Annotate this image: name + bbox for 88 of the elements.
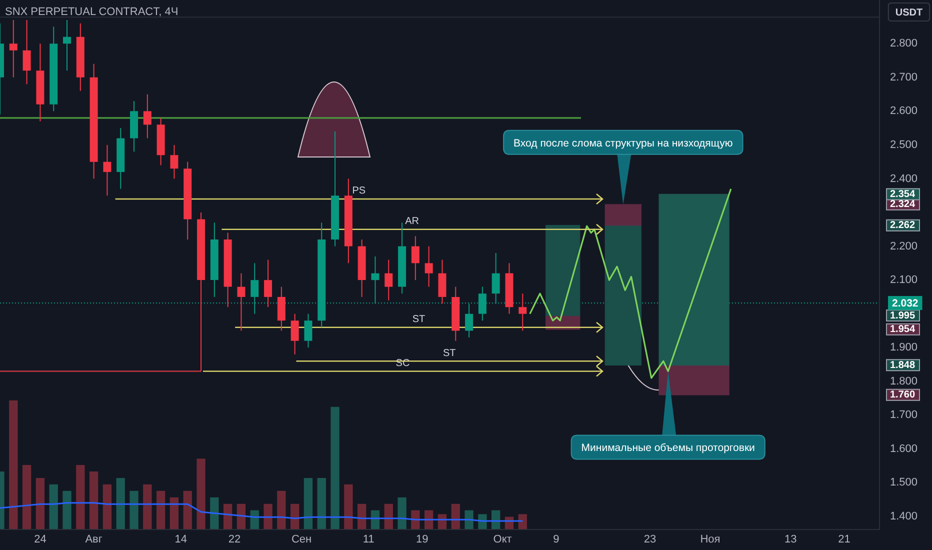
bar: [49, 484, 58, 530]
series-label: ST: [412, 314, 426, 326]
bar: [398, 497, 406, 530]
candlestick: [411, 236, 420, 281]
y-tick-label: 2.400: [890, 172, 918, 185]
bar: [143, 484, 152, 530]
bar: [210, 497, 219, 530]
bar: [604, 204, 642, 226]
series-label: AR: [405, 216, 420, 228]
y-tick-label: 2.324: [890, 199, 916, 210]
y-tick-label: 1.700: [890, 409, 918, 422]
bar: [130, 490, 138, 530]
candlestick: [264, 259, 272, 308]
bar: [330, 406, 340, 530]
x-tick-label: 23: [644, 534, 656, 546]
y-tick-label: 1.848: [890, 360, 916, 371]
bar: [604, 225, 642, 366]
x-tick-label: 22: [228, 534, 241, 546]
y-tick-label: 2.700: [890, 71, 918, 84]
bar: [196, 458, 206, 530]
y-tick-label: 2.262: [890, 220, 916, 232]
bar: [317, 478, 326, 530]
y-tick-label: 2.600: [890, 105, 918, 118]
series-label: PS: [352, 186, 366, 197]
series-label: ST: [442, 348, 456, 359]
y-axis-title: USDT: [895, 7, 923, 18]
candlestick: [103, 144, 112, 196]
candlestick: [438, 259, 446, 304]
x-tick-label: 9: [553, 534, 560, 546]
y-tick-label: 1.600: [890, 442, 918, 455]
bar: [156, 490, 166, 530]
bar: [89, 472, 98, 530]
candlestick: [424, 246, 433, 288]
x-tick-label: 24: [34, 534, 46, 546]
bar: [658, 194, 730, 366]
x-tick-label: 19: [416, 534, 428, 546]
candlestick: [170, 144, 178, 180]
y-tick-label: 1.760: [890, 390, 916, 401]
x-tick-label: Сен: [291, 534, 312, 546]
bar: [546, 225, 580, 316]
bar: [277, 490, 286, 530]
y-tick-label: 1.995: [890, 310, 916, 322]
bar: [9, 400, 18, 530]
candlestick: [518, 293, 527, 332]
bar: [102, 484, 112, 530]
chart-title: SNX PERPETUAL CONTRACT, 4Ч: [5, 6, 178, 18]
y-tick-label: 1.800: [890, 375, 918, 388]
ref-line-label: 2.032: [892, 297, 918, 310]
x-tick-label: 14: [174, 534, 188, 546]
candlestick: [304, 313, 312, 348]
annotation: Вход после слома структуры на низходящую: [514, 137, 733, 150]
candlestick: [143, 94, 152, 139]
y-tick-label: 1.900: [890, 342, 918, 354]
bar: [183, 490, 192, 530]
y-tick-label: 1.500: [890, 476, 918, 489]
candlestick: [384, 259, 393, 301]
series-label: SC: [396, 358, 410, 369]
x-tick-label: 21: [838, 534, 850, 546]
bar: [116, 478, 125, 530]
candlestick: [290, 313, 299, 355]
bar: [264, 504, 272, 530]
annotation: Минимальные объемы проторговки: [581, 442, 756, 454]
candlestick: [9, 19, 18, 78]
bar: [344, 484, 353, 530]
y-tick-label: 2.100: [890, 274, 918, 286]
y-tick-label: 2.354: [890, 189, 916, 200]
y-tick-label: 2.800: [890, 38, 918, 50]
y-tick-label: 2.500: [890, 138, 918, 151]
bar: [411, 510, 420, 530]
bar: [76, 465, 85, 530]
y-tick-label: 2.200: [890, 240, 918, 252]
x-tick-label: Окт: [493, 534, 512, 546]
y-tick-label: 1.954: [890, 324, 916, 336]
bar: [304, 478, 313, 530]
bar: [170, 497, 179, 530]
candlestick: [237, 272, 246, 332]
bar: [464, 510, 474, 530]
bar: [62, 490, 72, 530]
bar: [22, 465, 32, 530]
candlestick: [22, 19, 31, 85]
candlestick: [277, 286, 286, 332]
x-tick-label: Авг: [85, 534, 102, 546]
bar: [36, 478, 45, 530]
candlestick: [63, 19, 72, 72]
x-tick-label: 11: [362, 534, 374, 546]
x-tick-label: 13: [784, 534, 797, 546]
x-tick-label: Ноя: [700, 534, 720, 546]
y-tick-label: 1.400: [890, 510, 918, 523]
